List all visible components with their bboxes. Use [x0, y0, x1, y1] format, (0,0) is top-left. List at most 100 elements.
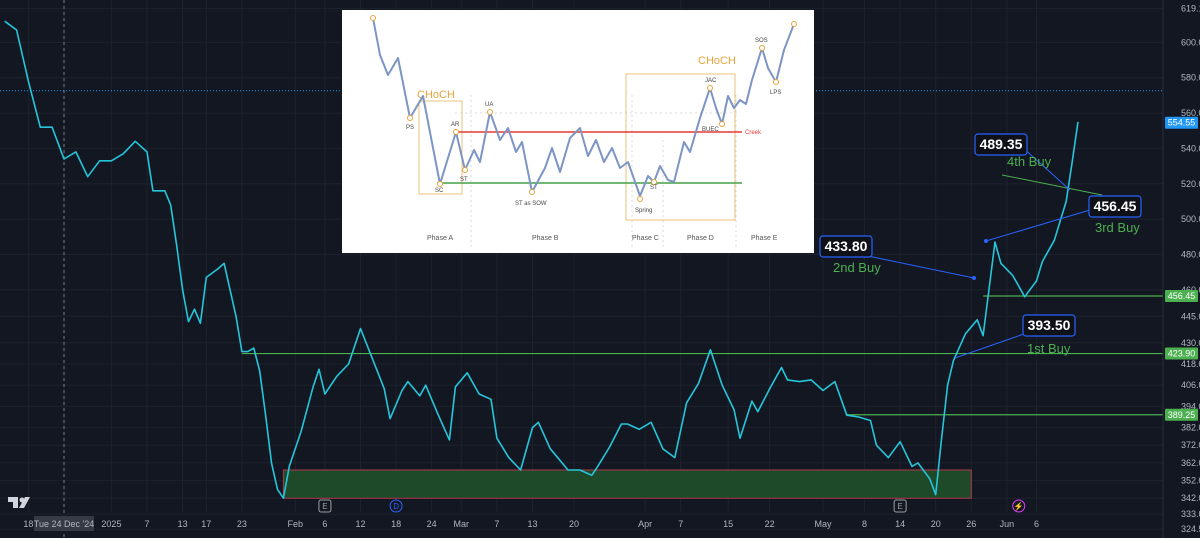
inset-phase-b: Phase B	[532, 235, 559, 242]
x-axis[interactable]: 18 Tue 24 Dec '24 2025 7 13 17 23 Feb 6 12 18 24 Mar…	[23, 516, 1039, 531]
inset-label-ua: UA	[485, 102, 493, 108]
y-tick-label: 406.00	[1181, 380, 1200, 390]
inset-label-st-phase-c: ST	[650, 185, 658, 191]
x-tick-label: 14	[895, 519, 905, 529]
crosshair-date-tag	[34, 516, 94, 531]
inset-choch-box-left	[418, 100, 463, 195]
x-tick-label: Tue 24 Dec '24	[34, 519, 94, 529]
y-tick-label: 418.00	[1181, 359, 1200, 369]
inset-phase-d: Phase D	[687, 235, 714, 242]
inset-label-st-as-sow: ST as SOW	[515, 201, 547, 207]
price-tag-label: 456.45	[1168, 291, 1196, 301]
callout-value: 456.45	[1094, 198, 1137, 214]
x-tick-label: 18	[391, 519, 401, 529]
anchor-2nd-buy	[972, 276, 976, 280]
y-tick-label: 445.00	[1181, 311, 1200, 321]
event-marker-label: ⚡	[1014, 501, 1024, 511]
x-tick-label: 20	[569, 519, 579, 529]
y-tick-label: 352.00	[1181, 476, 1200, 486]
x-tick-label: 13	[178, 519, 188, 529]
y-tick-label: 600.00	[1181, 37, 1200, 47]
x-tick-label: 12	[355, 519, 365, 529]
arrow-4th-buy	[1021, 146, 1071, 191]
demand-zone-rect	[282, 469, 972, 499]
x-tick-label: 23	[237, 519, 247, 529]
y-tick-label: 540.00	[1181, 143, 1200, 153]
price-series-line	[4, 20, 1079, 500]
y-tick-label: 333.00	[1181, 509, 1200, 519]
callout-value: 489.35	[980, 136, 1023, 152]
inset-label-spring: Spring	[635, 208, 652, 214]
x-tick-label: 7	[678, 519, 683, 529]
inset-phase-c: Phase C	[632, 235, 659, 242]
inset-choch-label-left: CHoCH	[417, 89, 455, 101]
x-tick-label: 8	[862, 519, 867, 529]
x-tick-label: 6	[322, 519, 327, 529]
event-marker-label: E	[322, 502, 327, 511]
event-marker[interactable]	[389, 499, 403, 513]
arrow-2nd-buy	[867, 255, 975, 279]
x-tick-label: Feb	[288, 519, 304, 529]
y-tick-label: 324.50	[1181, 524, 1200, 534]
inset-label-ar: AR	[451, 122, 460, 128]
callout-buy-label: 3rd Buy	[1095, 220, 1140, 235]
y-tick-label: 382.00	[1181, 423, 1200, 433]
price-tag	[1165, 408, 1198, 421]
callout-buy-label: 1st Buy	[1027, 341, 1071, 356]
inset-label-buec: BUEC	[702, 127, 719, 133]
price-tag-label: 423.90	[1168, 349, 1196, 359]
price-tag-label: 389.25	[1168, 410, 1196, 420]
callout-box	[974, 133, 1028, 156]
event-marker-label: D	[393, 502, 399, 511]
tradingview-logo-icon	[8, 497, 30, 508]
callout-buy-label: 4th Buy	[1007, 154, 1052, 169]
y-tick-label: 430.00	[1181, 338, 1200, 348]
x-tick-label: Jun	[1000, 519, 1015, 529]
anchor-3rd-buy	[984, 239, 988, 243]
y-axis[interactable]: 619.10 600.00 580.00 560.00 540.00 520.00 500.…	[1162, 0, 1200, 538]
y-tick-label: 480.00	[1181, 249, 1200, 259]
y-tick-label: 394.00	[1181, 401, 1200, 411]
inset-label-jac: JAC	[705, 78, 717, 84]
x-tick-label: 15	[723, 519, 733, 529]
inset-label-sos: SOS	[755, 38, 768, 44]
callout-value: 393.50	[1028, 317, 1071, 333]
x-tick-label: 20	[931, 519, 941, 529]
event-marker[interactable]	[1012, 499, 1026, 513]
inset-phase-a: Phase A	[427, 235, 453, 242]
event-marker[interactable]	[893, 499, 907, 513]
horizontal-levels	[241, 295, 1163, 416]
callout-boxes: 433.80 2nd Buy 393.50 1st Buy 489.35 4th Buy 4…	[819, 133, 1142, 356]
inset-choch-box-right	[625, 73, 736, 221]
x-tick-label: 6	[1034, 519, 1039, 529]
price-tag	[1165, 347, 1198, 360]
inset-choch-label-right: CHoCH	[698, 55, 736, 67]
y-tick-label: 460.00	[1181, 285, 1200, 295]
callout-box	[1022, 314, 1076, 337]
x-tick-label: 22	[765, 519, 775, 529]
x-tick-label: 7	[145, 519, 150, 529]
y-tick-label: 619.10	[1181, 4, 1200, 14]
y-tick-label: 342.00	[1181, 493, 1200, 503]
y-tick-label: 500.00	[1181, 214, 1200, 224]
price-tag-label: 554.55	[1168, 118, 1196, 128]
price-tag	[1165, 116, 1198, 129]
price-tag	[1165, 290, 1198, 303]
event-marker[interactable]	[318, 499, 332, 513]
y-tick-label: 362.00	[1181, 458, 1200, 468]
x-tick-label: 17	[201, 519, 211, 529]
inset-label-lps: LPS	[770, 90, 781, 96]
inset-points	[370, 15, 797, 202]
callout-value: 433.80	[825, 238, 868, 254]
y-tick-label: 580.00	[1181, 73, 1200, 83]
y-tick-label: 520.00	[1181, 179, 1200, 189]
demand-zone	[282, 469, 972, 499]
x-tick-label: 26	[966, 519, 976, 529]
x-tick-label: May	[815, 519, 833, 529]
inset-phase-e: Phase E	[751, 235, 778, 242]
inset-label-ps: PS	[406, 125, 414, 131]
y-tick-label: 372.00	[1181, 440, 1200, 450]
x-tick-label: Apr	[638, 519, 652, 529]
x-tick-label: 18	[23, 519, 33, 529]
